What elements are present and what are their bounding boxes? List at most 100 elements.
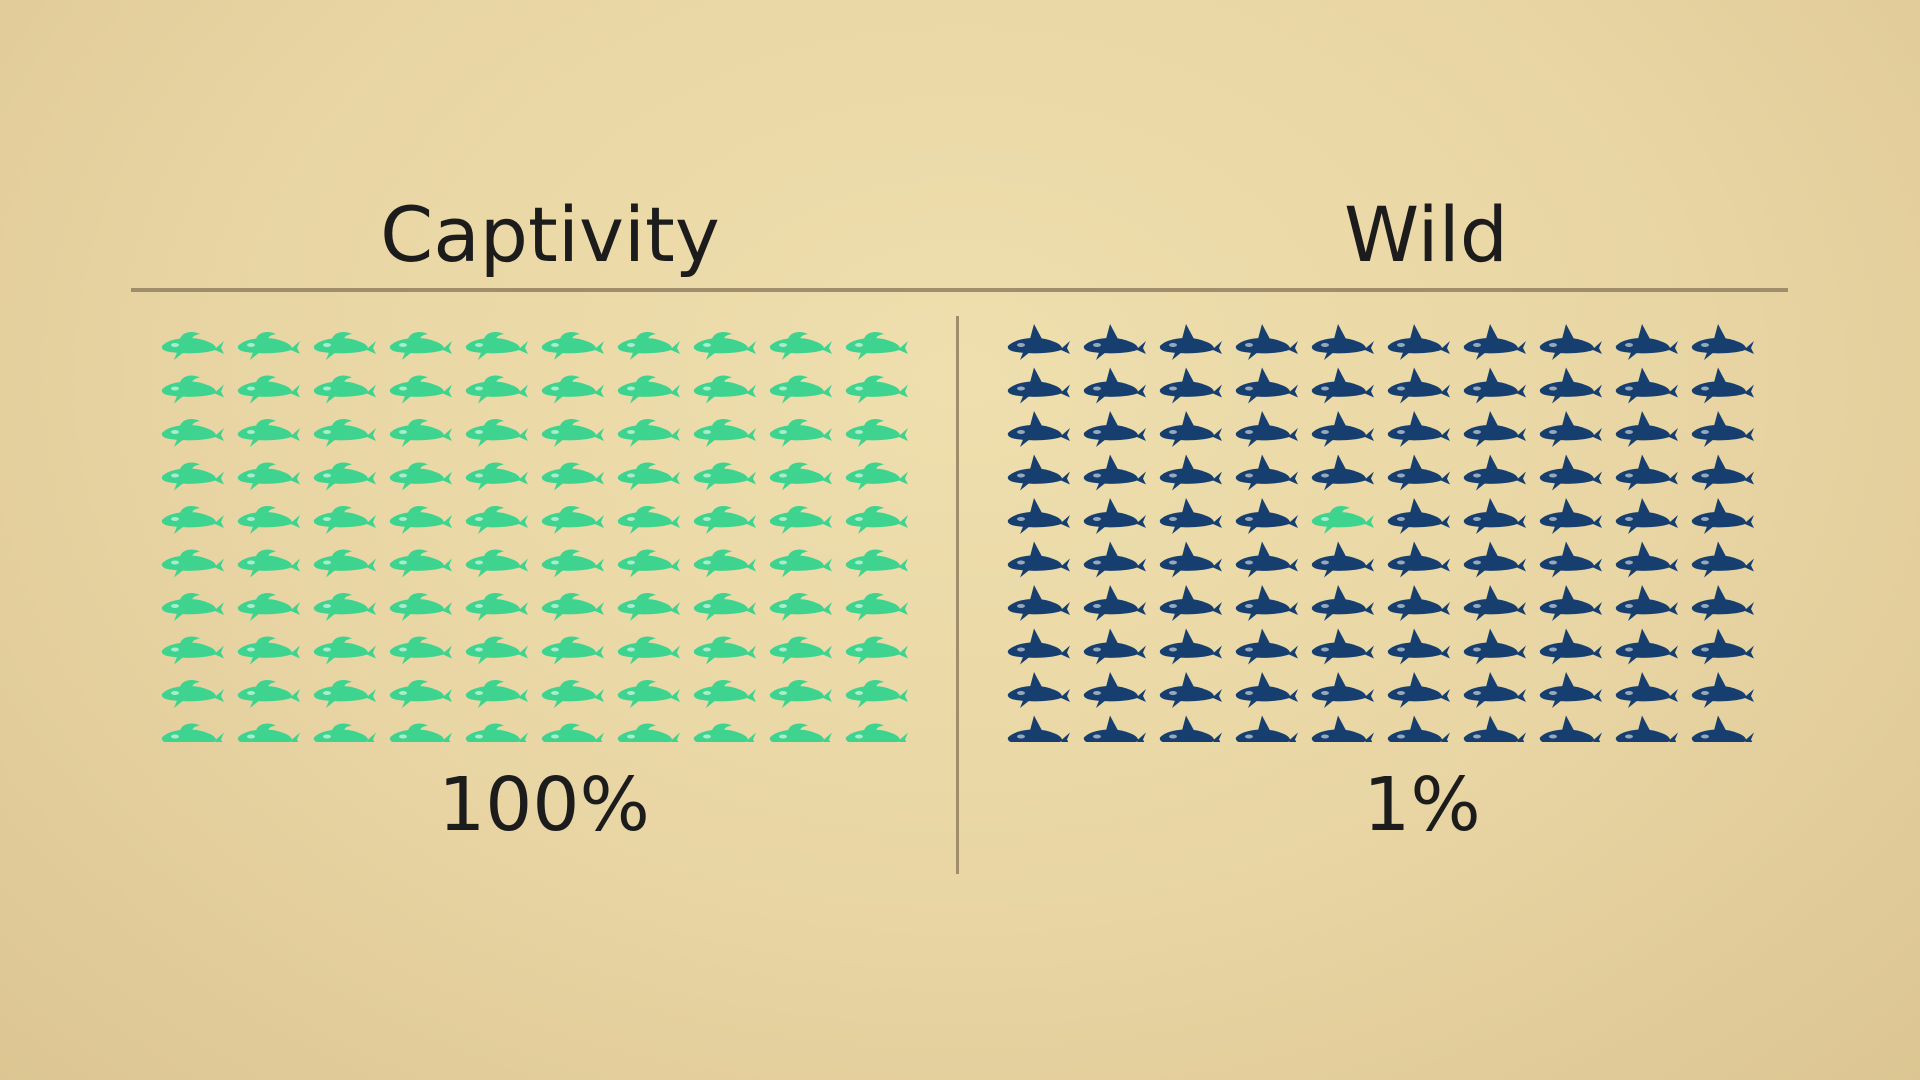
orca-icon (1235, 324, 1298, 360)
orca-icon (161, 331, 224, 360)
orca-icon (1387, 498, 1450, 534)
orca-icon (1083, 454, 1146, 491)
orca-icon (1463, 498, 1526, 534)
orca-icon (769, 636, 832, 665)
orca-icon (313, 462, 376, 491)
orca-icon (1083, 628, 1146, 665)
orca-icon (161, 723, 224, 742)
orca-icon (1463, 628, 1526, 665)
orca-icon (1615, 324, 1678, 360)
orca-icon (845, 375, 908, 404)
orca-icon (1691, 411, 1754, 447)
orca-icon (1387, 715, 1450, 742)
orca-icon (617, 723, 680, 742)
orca-icon (617, 462, 680, 491)
orca-icon (1159, 324, 1222, 360)
orca-icon (161, 549, 224, 578)
orca-icon (1539, 628, 1602, 665)
orca-icon (465, 592, 528, 621)
orca-icon (541, 331, 604, 360)
orca-icon (465, 331, 528, 360)
orca-icon (465, 679, 528, 708)
orca-icon (237, 418, 300, 447)
orca-icon (845, 505, 908, 534)
orca-icon (237, 462, 300, 491)
orca-icon (1463, 585, 1526, 621)
orca-icon (1539, 498, 1602, 534)
captivity-percentage: 100% (438, 762, 650, 848)
orca-icon (1691, 324, 1754, 360)
orca-icon (1159, 628, 1222, 665)
orca-icon (465, 462, 528, 491)
orca-icon (1159, 454, 1222, 491)
orca-icon (617, 331, 680, 360)
orca-icon (1691, 541, 1754, 578)
orca-icon (693, 549, 756, 578)
horizontal-divider (131, 288, 1788, 292)
orca-icon (1539, 585, 1602, 621)
orca-icon (541, 505, 604, 534)
orca-icon (1539, 454, 1602, 491)
orca-icon (541, 636, 604, 665)
orca-icon (693, 375, 756, 404)
orca-icon (1691, 715, 1754, 742)
orca-icon (1615, 672, 1678, 708)
captivity-orca-grid (161, 331, 908, 742)
orca-icon (1007, 367, 1070, 404)
orca-icon (1311, 541, 1374, 578)
orca-icon (845, 549, 908, 578)
orca-icon (1615, 367, 1678, 404)
orca-icon (1159, 672, 1222, 708)
orca-icon (313, 723, 376, 742)
orca-icon (1311, 454, 1374, 491)
orca-icon (845, 418, 908, 447)
orca-icon (1311, 672, 1374, 708)
orca-icon (313, 592, 376, 621)
orca-icon (1235, 585, 1298, 621)
orca-icon (769, 505, 832, 534)
heading-captivity: Captivity (380, 190, 720, 279)
orca-icon (1387, 585, 1450, 621)
orca-icon (1539, 715, 1602, 742)
orca-icon (541, 723, 604, 742)
orca-icon (313, 549, 376, 578)
orca-icon (161, 418, 224, 447)
orca-icon (541, 549, 604, 578)
orca-icon (1007, 454, 1070, 491)
orca-icon (237, 505, 300, 534)
orca-icon (1235, 672, 1298, 708)
orca-icon (1007, 324, 1070, 360)
orca-icon (389, 331, 452, 360)
orca-icon (1615, 585, 1678, 621)
orca-icon (769, 592, 832, 621)
orca-icon (769, 679, 832, 708)
orca-icon (1463, 367, 1526, 404)
orca-icon (237, 375, 300, 404)
orca-icon (161, 679, 224, 708)
orca-icon (389, 549, 452, 578)
orca-icon (465, 375, 528, 404)
orca-icon (845, 592, 908, 621)
orca-icon (845, 679, 908, 708)
orca-icon (1083, 541, 1146, 578)
orca-icon (1235, 628, 1298, 665)
wild-percentage: 1% (1363, 762, 1481, 848)
orca-icon (1007, 411, 1070, 447)
orca-icon (313, 505, 376, 534)
orca-icon (1007, 628, 1070, 665)
orca-icon (769, 723, 832, 742)
orca-icon (237, 549, 300, 578)
orca-icon (1007, 498, 1070, 534)
orca-icon (541, 592, 604, 621)
orca-icon (541, 679, 604, 708)
orca-icon (693, 505, 756, 534)
orca-icon (389, 723, 452, 742)
orca-icon (1691, 628, 1754, 665)
orca-icon (845, 462, 908, 491)
orca-icon (1083, 585, 1146, 621)
orca-icon (769, 549, 832, 578)
orca-icon (1083, 324, 1146, 360)
orca-icon (1083, 367, 1146, 404)
orca-icon (1615, 715, 1678, 742)
orca-icon (465, 549, 528, 578)
